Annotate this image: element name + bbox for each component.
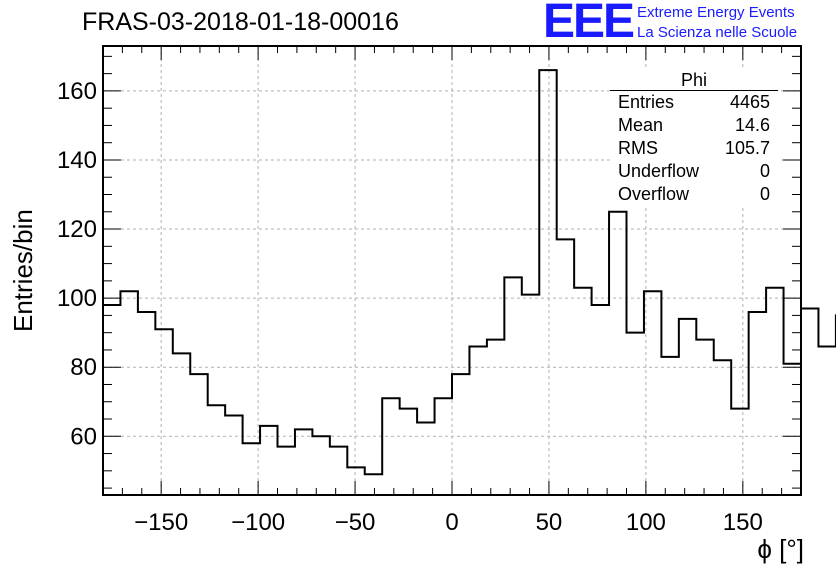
stats-value: 4465 — [729, 92, 770, 112]
histogram-bin — [714, 360, 731, 495]
histogram-bin — [278, 447, 295, 495]
histogram-bin — [696, 340, 713, 495]
histogram-bin — [120, 291, 137, 495]
histogram-outline — [103, 69, 836, 476]
x-tick-label: 50 — [536, 509, 563, 536]
histogram-bin — [784, 364, 801, 495]
histogram-bin — [452, 374, 469, 495]
stats-row-mean: Mean 14.6 — [610, 114, 778, 137]
stats-row-overflow: Overflow 0 — [610, 183, 778, 206]
x-axis-label: ϕ [°] — [757, 534, 804, 564]
histogram-bin — [731, 409, 748, 495]
stats-box: Phi Entries 4465 Mean 14.6 RMS 105.7 Und… — [610, 70, 778, 206]
x-tick-label: 0 — [445, 509, 458, 536]
stats-label: Underflow — [618, 161, 700, 181]
axes: −150 −100 −50 0 50 100 150 60 80 100 120 140 160 — [57, 45, 802, 536]
histogram-bin — [208, 405, 225, 495]
histogram-bin — [173, 353, 190, 495]
histogram-bin — [592, 305, 609, 495]
histogram-bin — [522, 295, 539, 495]
y-tick-label: 80 — [70, 354, 97, 381]
stats-row-entries: Entries 4465 — [610, 91, 778, 114]
histogram-bin — [801, 308, 818, 495]
eee-logo-text: Extreme Energy Events La Scienza nelle S… — [637, 3, 797, 43]
histogram-bin — [539, 70, 556, 495]
stats-row-underflow: Underflow 0 — [610, 160, 778, 183]
histogram-bins — [103, 69, 836, 495]
histogram-bin — [103, 305, 120, 495]
stats-label: Mean — [618, 115, 664, 135]
histogram-bin — [330, 447, 347, 495]
histogram-bin — [504, 277, 521, 495]
logo-line-2: La Scienza nelle Scuole — [637, 24, 798, 41]
x-tick-label: −100 — [231, 509, 285, 536]
histogram-bin — [190, 374, 207, 495]
histogram-bin — [749, 312, 766, 495]
x-tick-label: −50 — [335, 509, 376, 536]
histogram-bin — [382, 398, 399, 495]
histogram-bin — [609, 212, 626, 495]
histogram-bin — [557, 239, 574, 495]
stats-label: RMS — [618, 138, 658, 158]
histogram-bin — [400, 409, 417, 495]
histogram-bin — [138, 312, 155, 495]
histogram-bin — [574, 288, 591, 495]
y-tick-label: 140 — [57, 147, 97, 174]
stats-row-rms: RMS 105.7 — [610, 137, 778, 160]
histogram-bin — [260, 426, 277, 495]
stats-label: Overflow — [618, 184, 690, 204]
histogram-bin — [487, 340, 504, 495]
stats-value: 0 — [759, 184, 770, 204]
histogram-bin — [469, 346, 486, 495]
stats-value: 105.7 — [724, 138, 770, 158]
stats-value: 0 — [759, 161, 770, 181]
histogram-bin — [312, 436, 329, 495]
stats-label: Entries — [618, 92, 675, 112]
histogram-bin — [365, 474, 382, 495]
x-tick-label: 100 — [626, 509, 666, 536]
logo-line-1: Extreme Energy Events — [637, 4, 795, 21]
y-axis-label: Entries/bin — [8, 208, 38, 332]
histogram-bin — [295, 429, 312, 495]
x-tick-label: −150 — [134, 509, 188, 536]
histogram-bin — [435, 398, 452, 495]
histogram-bin — [417, 422, 434, 495]
histogram-bin — [661, 357, 678, 495]
eee-logo: EEE — [543, 0, 635, 48]
histogram-bin — [818, 346, 835, 495]
histogram-bin — [627, 333, 644, 495]
y-tick-label: 120 — [57, 216, 97, 243]
histogram-bin — [347, 467, 364, 495]
stats-value: 14.6 — [734, 115, 770, 135]
y-tick-label: 60 — [70, 423, 97, 450]
chart-title: FRAS-03-2018-01-18-00016 — [82, 8, 399, 36]
histogram-bin — [243, 443, 260, 495]
stats-title: Phi — [610, 70, 778, 91]
x-tick-label: 150 — [723, 509, 763, 536]
histogram-bin — [644, 291, 661, 495]
y-tick-label: 160 — [57, 78, 97, 105]
histogram-bin — [766, 288, 783, 495]
y-tick-label: 100 — [57, 285, 97, 312]
histogram-bin — [155, 329, 172, 495]
histogram-bin — [679, 319, 696, 495]
histogram-bin — [225, 416, 242, 495]
